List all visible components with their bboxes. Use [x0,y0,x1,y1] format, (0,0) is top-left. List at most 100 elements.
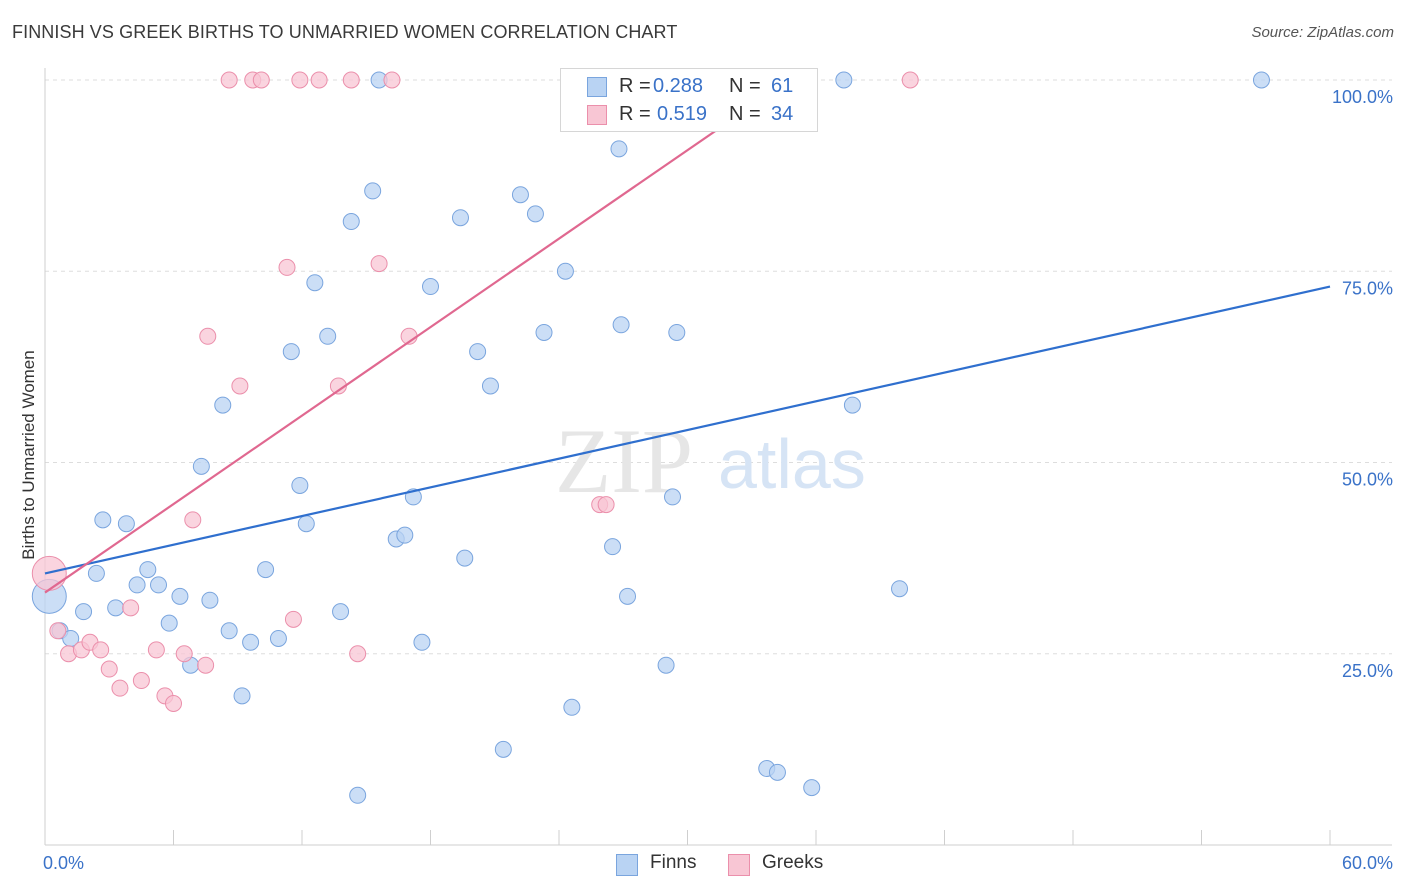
finns-point [664,488,682,506]
greeks-r-label: R = [619,103,651,125]
finns-point [171,587,189,605]
y-tick-label: 50.0% [1342,470,1393,490]
finns-point [201,591,219,609]
greeks-legend-swatch [728,854,750,876]
finns-point [422,278,439,296]
greeks-point [220,71,238,89]
correlation-legend: R = 0.288 N = 61 R = 0.519 N = 34 [560,68,818,132]
finns-point [306,274,324,292]
finns-point [610,140,628,158]
finns-point [456,549,474,567]
x-tick-label: 0.0% [43,853,84,873]
finns-point [269,629,287,647]
greeks-point [92,641,110,659]
greeks-point [231,377,249,395]
greeks-point [383,71,401,89]
finns-point [128,576,146,594]
finns-point [94,511,112,529]
finns-point [451,209,469,227]
finns-point [843,396,861,414]
finns-point [835,71,853,89]
finns-point [332,603,350,621]
finns-point [297,515,315,533]
finns-point [563,698,581,716]
greeks-point [199,327,217,345]
greeks-point [370,255,388,273]
finns-point [526,205,544,223]
trend-layer [44,82,1331,594]
greeks-point [901,71,919,89]
finns-n-label: N = [729,75,761,97]
greeks-point [175,645,193,663]
finns-legend-swatch [616,854,638,876]
finns-n-value: 61 [771,75,794,97]
finns-trend-line [44,285,1331,575]
greeks-swatch [587,105,607,125]
greeks-point [122,599,140,617]
chart-title: FINNISH VS GREEK BIRTHS TO UNMARRIED WOM… [12,22,678,42]
y-tick-label: 75.0% [1342,278,1393,298]
finns-point [242,633,260,651]
finns-point [396,526,414,544]
finns-point [612,316,630,334]
greeks-point [349,645,367,663]
finns-point [233,687,251,705]
finns-point [364,182,382,200]
finns-point [511,186,529,204]
finns-point [150,576,168,594]
greeks-legend-label: Greeks [762,852,824,873]
finns-point [214,396,232,414]
finns-point [107,599,125,617]
finns-point [604,538,622,556]
finns-point [535,323,553,341]
finns-point [282,343,300,361]
finns-point [891,580,909,598]
greeks-r-value: 0.519 [657,103,708,125]
finns-point [192,457,210,475]
greeks-point [291,71,309,89]
finns-legend-label: Finns [650,852,697,873]
greeks-point [342,71,360,89]
finns-point [139,561,157,579]
finns-point [413,633,431,651]
finns-point [1252,71,1270,89]
finns-point [87,564,105,582]
finns-point [220,622,238,640]
points-layer [31,71,1270,804]
source-label: Source: ZipAtlas.com [1251,24,1394,41]
finns-point [342,213,360,231]
greeks-point [310,71,328,89]
greeks-point [197,656,215,674]
finns-point [160,614,178,632]
finns-point [75,603,93,621]
greeks-n-label: N = [729,103,761,125]
finns-point [481,377,499,395]
greeks-point [100,660,118,678]
finns-point [657,656,675,674]
finns-point [349,786,367,804]
greeks-point [165,694,182,712]
finns-point [768,763,786,781]
greeks-point [132,672,150,690]
greeks-point [278,258,296,276]
greeks-point [49,622,67,640]
y-tick-label: 25.0% [1342,661,1393,681]
greeks-point [284,610,302,628]
finns-point [291,476,309,494]
greeks-trend-line [44,82,785,594]
axes-layer: 25.0% 50.0% 75.0% 100.0% 0.0% 60.0% [43,68,1393,873]
greeks-point [597,496,615,514]
finns-point [803,779,821,797]
finns-r-label: R = [619,75,651,97]
finns-point [257,561,275,579]
finns-r-value: 0.288 [653,75,704,97]
greeks-point [252,71,270,89]
greeks-point [147,641,165,659]
finns-point [117,515,135,533]
watermark-atlas: atlas [718,425,866,503]
greeks-point [184,511,202,529]
finns-swatch [587,77,607,97]
grid-layer [45,79,1392,655]
greeks-point [111,679,129,697]
finns-point [556,262,574,280]
